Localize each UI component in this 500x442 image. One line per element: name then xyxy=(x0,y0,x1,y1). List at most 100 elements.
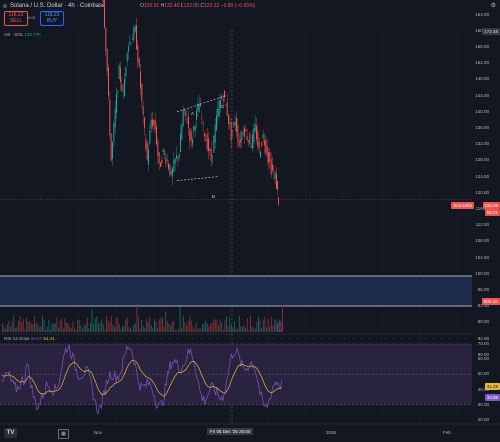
symbol-title[interactable]: Solana / U.S. Dollar · 4h · Coinbase xyxy=(10,3,106,9)
volume-bar xyxy=(243,324,245,332)
volume-bar xyxy=(195,322,197,332)
candle-body xyxy=(126,53,128,62)
sell-button[interactable]: 118.23 SELL xyxy=(4,11,28,26)
settings-icon[interactable]: ⚙ xyxy=(490,3,496,9)
volume-bar xyxy=(211,323,213,332)
volume-bar xyxy=(184,322,186,332)
rsi-legend[interactable]: RSI 14 close 28.57 54.41 xyxy=(4,336,55,341)
volume-bar xyxy=(38,326,40,332)
volume-bar xyxy=(11,322,13,332)
price-axis-label: 160.00 xyxy=(475,28,489,33)
candle-body xyxy=(250,146,252,148)
candle-body xyxy=(273,171,275,173)
volume-bar xyxy=(237,328,239,332)
volume-bar xyxy=(45,329,47,332)
candle-body xyxy=(188,117,189,129)
volume-bar xyxy=(122,326,123,332)
candle-body xyxy=(246,136,248,140)
volume-bar xyxy=(42,316,43,332)
candle-body xyxy=(226,102,228,115)
candle-body xyxy=(118,65,120,80)
rsi-legend-label: RSI 14 close xyxy=(4,336,30,341)
volume-marker-icon xyxy=(276,324,284,332)
candle-body xyxy=(157,141,159,157)
candle-body xyxy=(220,100,221,108)
candle-body xyxy=(144,117,145,129)
volume-bar xyxy=(56,317,58,332)
candle-body xyxy=(270,159,272,175)
volume-bar xyxy=(274,319,275,332)
candle-body xyxy=(102,0,104,3)
volume-bar xyxy=(230,324,232,332)
candle-body xyxy=(114,108,116,128)
symbol-status-icon xyxy=(3,4,7,8)
candle-body xyxy=(232,130,233,132)
rsi-axis-label: 50.00 xyxy=(477,371,489,377)
candle-body xyxy=(204,133,205,137)
volume-bar xyxy=(166,321,168,332)
price-axis-label: 88.00 xyxy=(477,319,489,325)
volume-bar xyxy=(282,304,283,332)
candle-body xyxy=(125,67,127,77)
candle-body xyxy=(230,122,232,141)
volume-bar xyxy=(154,319,155,332)
volume-bar xyxy=(269,326,271,332)
buy-button[interactable]: 118.23 BUY xyxy=(40,11,64,26)
candle-body xyxy=(189,128,191,142)
candle-body xyxy=(200,104,201,107)
candle-body xyxy=(186,121,188,123)
volume-bar xyxy=(107,320,109,332)
ohlc-readout: O120.51 H122.40 L122.00 C122.22 −0.80 (−… xyxy=(140,3,256,9)
candle-body xyxy=(136,25,137,50)
volume-bar xyxy=(27,321,29,332)
volume-bar xyxy=(176,329,178,332)
crosshair-time-label: Fri 05 Dec '25 20:00 xyxy=(207,428,254,435)
candle-body xyxy=(105,27,107,52)
candle-body xyxy=(124,78,125,96)
volume-legend[interactable]: Vol · SOL 134.77K xyxy=(4,32,41,37)
volume-bar xyxy=(78,319,80,332)
volume-bar xyxy=(270,316,272,332)
candle-body xyxy=(141,83,143,102)
candle-body xyxy=(262,134,264,139)
volume-bar xyxy=(102,323,104,332)
volume-bar xyxy=(218,326,219,332)
volume-bar xyxy=(171,322,173,332)
volume-bar xyxy=(101,319,103,332)
candle-body xyxy=(166,159,168,161)
volume-bar xyxy=(6,324,8,332)
candle-body xyxy=(134,26,136,32)
volume-bar xyxy=(227,326,229,332)
countdown-tag: 59:21 xyxy=(484,209,500,216)
time-label-nov: Nov xyxy=(94,430,103,435)
candle-body xyxy=(158,152,160,164)
volume-bar xyxy=(278,319,280,332)
candle-body xyxy=(206,134,208,150)
volume-bar xyxy=(152,328,154,332)
candle-body xyxy=(210,149,212,162)
candle-body xyxy=(112,142,113,159)
volume-bar xyxy=(210,323,211,332)
candle-body xyxy=(173,159,175,172)
candle-body xyxy=(205,139,207,141)
volume-bar xyxy=(16,327,18,332)
top-price-tag: 172.48 xyxy=(482,28,500,35)
volume-bar xyxy=(8,320,10,332)
volume-bar xyxy=(234,321,235,332)
volume-bar xyxy=(32,324,34,332)
volume-bar xyxy=(141,319,143,332)
calendar-icon[interactable]: ▦ xyxy=(58,429,69,439)
time-label-2026: 2026 xyxy=(326,430,337,435)
volume-bar xyxy=(202,324,203,332)
price-axis-label: 116.00 xyxy=(476,206,489,211)
volume-bar xyxy=(67,323,69,332)
tradingview-logo-icon[interactable]: TV xyxy=(4,428,17,438)
volume-bar xyxy=(123,325,125,332)
volume-bar xyxy=(133,325,135,332)
volume-bar xyxy=(222,329,224,332)
candle-body xyxy=(197,104,199,111)
candle-body xyxy=(164,153,165,155)
volume-bar xyxy=(179,306,181,332)
volume-bar xyxy=(197,328,199,332)
